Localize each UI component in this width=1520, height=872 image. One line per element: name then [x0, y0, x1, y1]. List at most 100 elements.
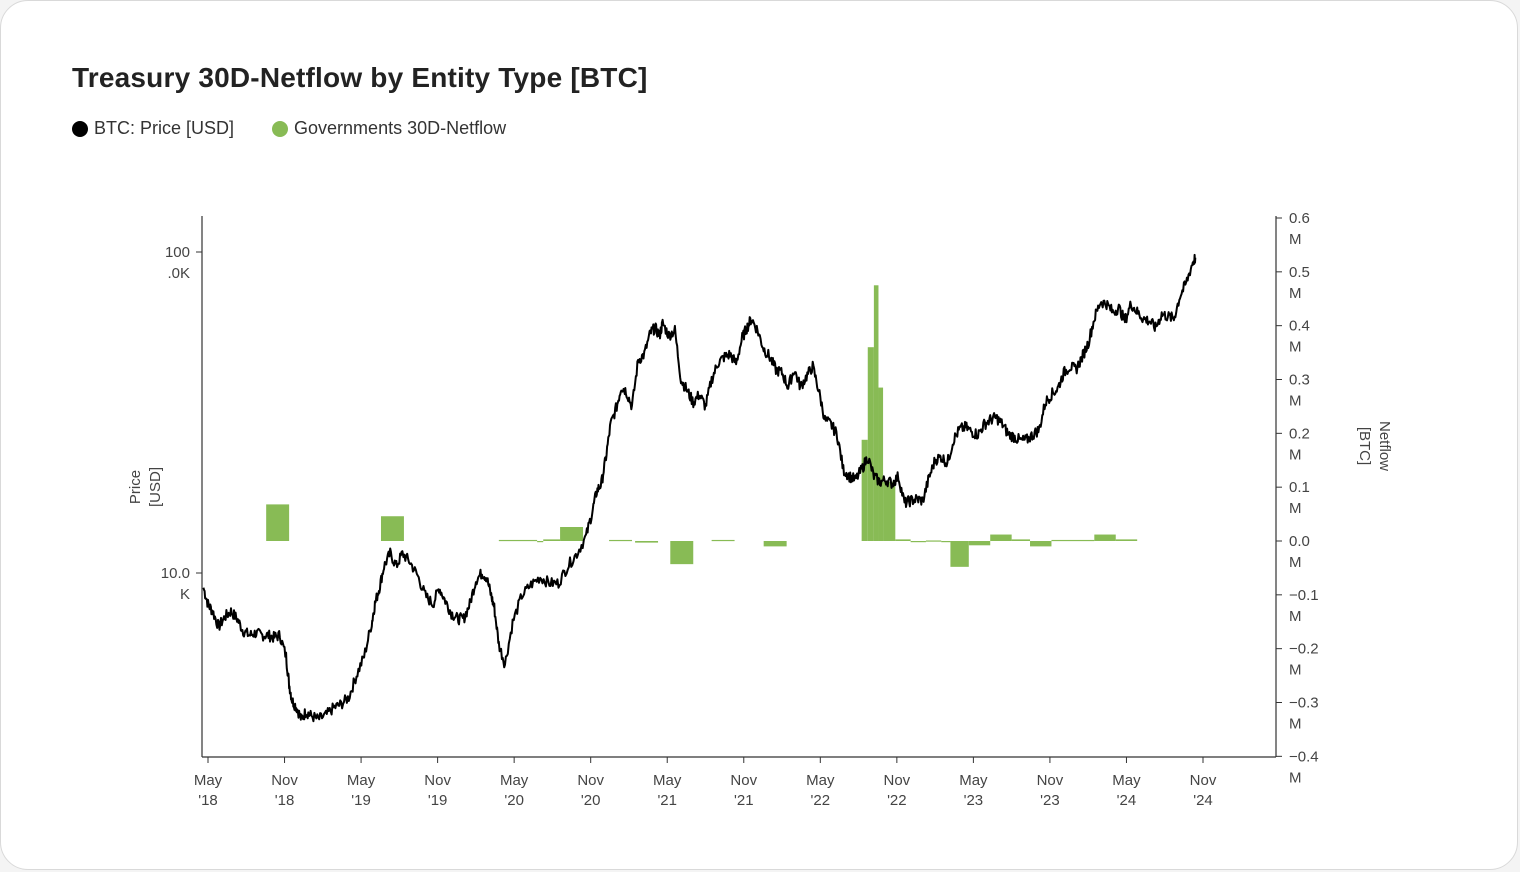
netflow-bar — [968, 541, 991, 546]
netflow-bar — [861, 439, 868, 541]
right-tick-label: M — [1289, 285, 1302, 302]
x-tick-label: Nov — [424, 772, 451, 789]
x-tick-label: '24 — [1193, 792, 1213, 809]
chart-title: Treasury 30D-Netflow by Entity Type [BTC… — [72, 62, 648, 93]
right-tick-label: M — [1289, 446, 1302, 463]
netflow-bars — [266, 285, 1138, 567]
x-tick-label: May — [500, 772, 529, 789]
netflow-bar — [895, 539, 911, 541]
left-tick-label: 100 — [165, 244, 190, 261]
left-tick-label: K — [180, 586, 190, 603]
right-tick-label: M — [1289, 662, 1302, 679]
x-tick-label: '18 — [275, 792, 295, 809]
netflow-bar — [763, 541, 787, 547]
right-tick-label: 0.4 — [1289, 318, 1310, 335]
axes: May '18 Nov '18 May '19 Nov '19 May '20 Nov '20 May '… — [127, 210, 1393, 809]
right-tick-label: M — [1289, 554, 1302, 571]
x-tick-label: May — [806, 772, 835, 789]
x-tick-label: Nov — [1037, 772, 1064, 789]
right-tick-label: 0.3 — [1289, 372, 1310, 389]
right-tick-label: M — [1289, 608, 1302, 625]
right-axis-title-part: Netflow — [1376, 421, 1393, 471]
netflow-bar — [537, 541, 544, 543]
x-tick-label: '21 — [657, 792, 677, 809]
netflow-bar — [1115, 539, 1138, 541]
netflow-bar — [560, 527, 584, 541]
x-tick-label: Nov — [730, 772, 757, 789]
legend-dot-price — [72, 120, 88, 137]
right-tick-label: M — [1289, 716, 1302, 733]
x-tick-label: Nov — [271, 772, 298, 789]
right-tick-label: M — [1289, 231, 1302, 248]
netflow-bar — [543, 539, 561, 541]
left-tick-label: 10.0 — [161, 565, 190, 582]
netflow-bar — [1051, 539, 1095, 542]
right-tick-label: −0.3 — [1289, 695, 1319, 712]
left-axis-title-part: [USD] — [147, 467, 164, 507]
x-tick-label: '18 — [198, 792, 218, 809]
right-tick-label: −0.1 — [1289, 587, 1319, 604]
x-tick-label: '23 — [964, 792, 984, 809]
x-tick-label: '19 — [351, 792, 371, 809]
netflow-bar — [950, 541, 969, 567]
netflow-bar — [941, 541, 951, 543]
x-tick-label: '22 — [811, 792, 831, 809]
x-tick-label: '22 — [887, 792, 907, 809]
netflow-bar — [1094, 534, 1116, 541]
netflow-bar — [878, 387, 884, 541]
right-axis-title-part: [BTC] — [1356, 427, 1373, 465]
right-tick-label: −0.4 — [1289, 748, 1319, 765]
left-axis-title-part: Price — [127, 470, 144, 504]
x-tick-label: Nov — [884, 772, 911, 789]
x-tick-label: May — [653, 772, 682, 789]
x-tick-label: '24 — [1117, 792, 1137, 809]
netflow-bar — [925, 540, 942, 542]
right-tick-label: M — [1289, 339, 1302, 356]
price-line — [202, 253, 1197, 723]
netflow-bar — [380, 516, 404, 541]
right-tick-label: M — [1289, 769, 1302, 786]
netflow-bar — [635, 541, 659, 543]
x-tick-label: '20 — [581, 792, 601, 809]
legend-item-price[interactable]: BTC: Price [USD] — [72, 118, 234, 139]
right-tick-label: 0.1 — [1289, 479, 1310, 496]
x-tick-label: May — [347, 772, 376, 789]
right-tick-label: 0.6 — [1289, 210, 1310, 227]
legend-dot-netflow — [272, 120, 289, 137]
right-tick-label: 0.5 — [1289, 264, 1310, 281]
x-tick-label: Nov — [1190, 772, 1217, 789]
x-tick-label: May — [959, 772, 988, 789]
netflow-bar — [990, 534, 1012, 541]
legend-label-price: BTC: Price [USD] — [94, 118, 235, 138]
right-tick-label: 0.0 — [1289, 533, 1310, 550]
x-tick-label: May — [194, 772, 223, 789]
x-tick-label: '23 — [1040, 792, 1060, 809]
netflow-bar — [670, 541, 694, 565]
right-tick-label: M — [1289, 393, 1302, 410]
netflow-bar — [867, 347, 874, 541]
netflow-bar — [498, 539, 538, 542]
legend-item-netflow[interactable]: Governments 30D-Netflow — [272, 118, 506, 139]
legend: BTC: Price [USD] Governments 30D-Netflow — [72, 118, 506, 139]
right-axis-title: Netflow[BTC] — [1356, 421, 1393, 471]
x-tick-label: Nov — [577, 772, 604, 789]
left-axis-title: Price [USD] — [127, 467, 164, 507]
x-tick-label: May — [1112, 772, 1141, 789]
netflow-bar — [873, 285, 879, 541]
netflow-bar — [883, 481, 896, 541]
right-tick-label: M — [1289, 500, 1302, 517]
netflow-bar — [711, 539, 735, 542]
legend-label-netflow: Governments 30D-Netflow — [294, 118, 507, 138]
netflow-bar — [1030, 541, 1052, 547]
netflow-bar — [910, 541, 926, 543]
x-tick-label: '20 — [504, 792, 524, 809]
x-tick-label: '21 — [734, 792, 754, 809]
netflow-bar — [1011, 539, 1031, 541]
left-tick-label: .0K — [167, 265, 190, 282]
right-tick-label: −0.2 — [1289, 641, 1319, 658]
netflow-bar — [609, 539, 633, 542]
netflow-bar — [266, 504, 290, 541]
x-tick-label: '19 — [428, 792, 448, 809]
